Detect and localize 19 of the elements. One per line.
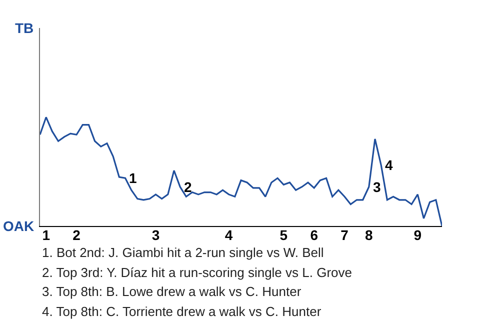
x-tick-label: 1 (42, 226, 50, 243)
annotation: 3 (373, 179, 381, 195)
x-tick-label: 2 (72, 226, 81, 243)
x-tick-label: 3 (152, 226, 160, 243)
text: OAK (3, 218, 34, 234)
annotation: 1 (129, 170, 137, 186)
x-tick-label: 4 (224, 226, 233, 243)
annotation: 4 (385, 157, 393, 173)
annotation: 2 (184, 179, 192, 195)
text: 1. Bot 2nd: J. Giambi hit a 2-run single vs W. Bell (42, 245, 324, 260)
x-tick-label: 6 (310, 226, 318, 243)
text: 3. Top 8th: B. Lowe drew a walk vs C. Hunter (42, 284, 302, 299)
text: 4. Top 8th: C. Torriente drew a walk vs C. Hunter (42, 304, 322, 319)
x-tick-label: 8 (365, 226, 374, 243)
x-tick-label: 5 (280, 226, 288, 243)
text: TB (15, 20, 34, 36)
x-tick-label: 9 (414, 226, 422, 243)
x-tick-label: 7 (340, 226, 349, 243)
text: 2. Top 3rd: Y. Díaz hit a run-scoring single vs L. Grove (42, 265, 352, 280)
